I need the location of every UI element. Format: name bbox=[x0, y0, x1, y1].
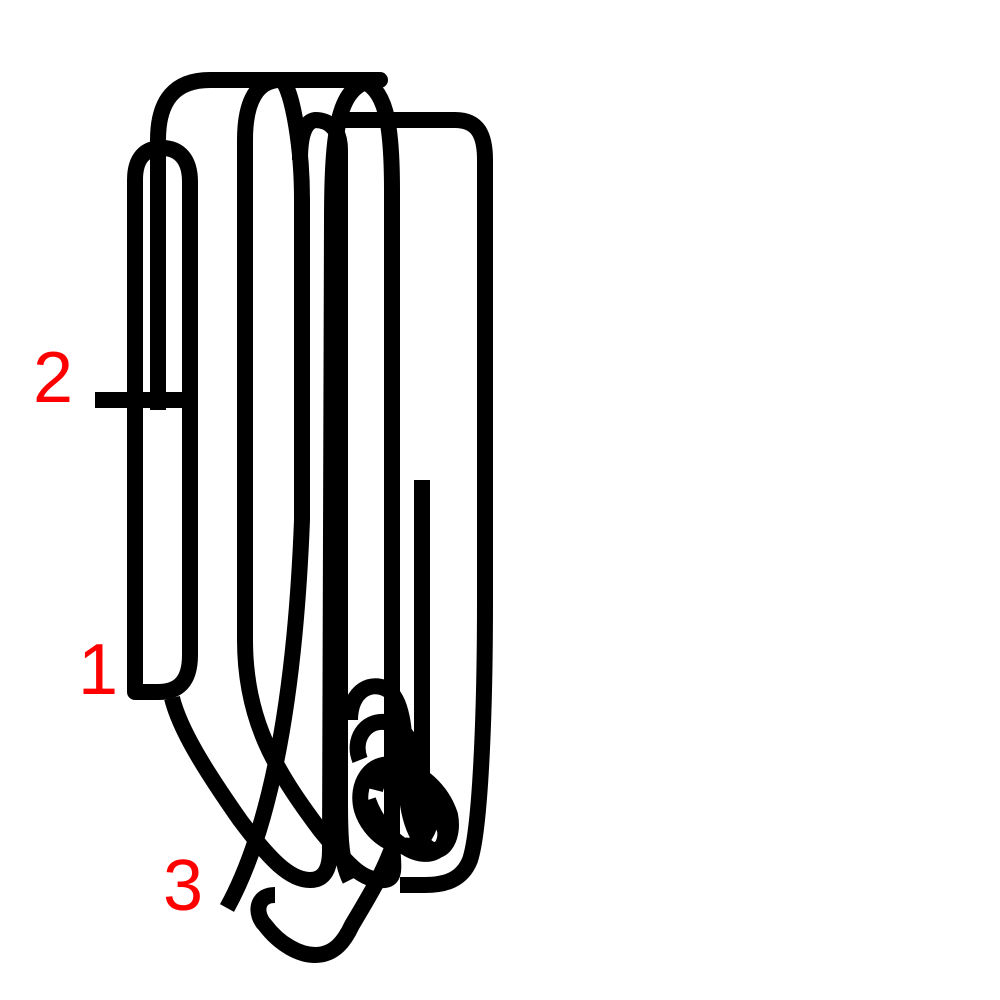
rope-segment-right-loop bbox=[292, 112, 493, 893]
rope-segment-bottom-hook bbox=[250, 837, 403, 963]
label-end-3: 3 bbox=[163, 846, 203, 926]
rope-strand bbox=[95, 72, 493, 963]
rope-segment-left-loop bbox=[127, 140, 198, 700]
rope-segment-coil-3 bbox=[367, 763, 439, 855]
label-crossing-2: 2 bbox=[33, 338, 73, 418]
label-end-1: 1 bbox=[78, 630, 118, 710]
strand-labels: 1 2 3 bbox=[33, 338, 203, 926]
